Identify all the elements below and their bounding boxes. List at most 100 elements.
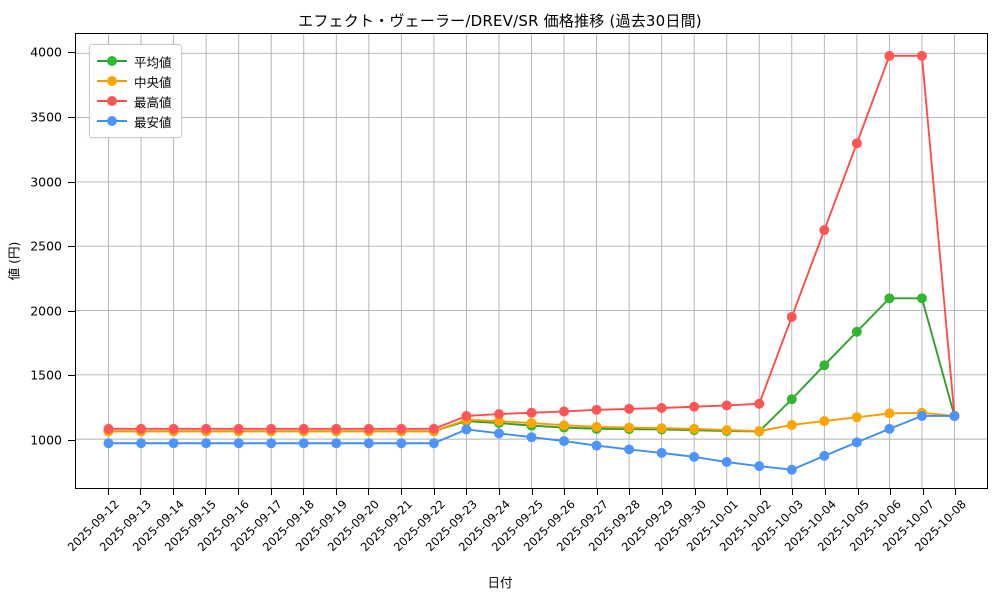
y-tick-mark [68, 310, 75, 312]
data-point-marker [233, 423, 244, 434]
data-point-marker [396, 438, 407, 449]
x-tick-mark [368, 489, 370, 495]
data-point-marker [201, 423, 212, 434]
x-tick-mark [238, 489, 240, 495]
data-point-marker [851, 138, 862, 149]
x-tick-mark [759, 489, 761, 495]
y-tick-mark [68, 375, 75, 377]
data-point-marker [786, 311, 797, 322]
legend-color-swatch [97, 94, 127, 108]
data-point-marker [201, 438, 212, 449]
y-tick-mark [68, 52, 75, 54]
x-tick-mark [531, 489, 533, 495]
data-point-marker [786, 394, 797, 405]
y-tick-mark [68, 181, 75, 183]
grid-lines [76, 34, 987, 488]
data-point-marker [559, 420, 570, 431]
data-point-marker [754, 398, 765, 409]
legend-color-swatch [97, 54, 127, 68]
x-tick-mark [824, 489, 826, 495]
data-point-marker [526, 418, 537, 429]
chart-title: エフェクト・ヴェーラー/DREV/SR 価格推移 (過去30日間) [298, 12, 702, 30]
data-point-marker [851, 326, 862, 337]
data-point-marker [689, 423, 700, 434]
data-point-marker [754, 461, 765, 472]
data-point-marker [819, 450, 830, 461]
data-point-marker [656, 447, 667, 458]
data-point-marker [103, 423, 114, 434]
data-point-marker [721, 400, 732, 411]
data-point-marker [331, 438, 342, 449]
data-point-marker [916, 50, 927, 61]
data-point-marker [721, 457, 732, 467]
data-point-marker [819, 416, 830, 427]
data-point-marker [624, 444, 635, 455]
data-point-marker [819, 360, 830, 371]
data-point-marker [591, 440, 602, 451]
data-point-marker [136, 438, 147, 449]
x-tick-mark [857, 489, 859, 495]
y-tick-label: 4000 [30, 44, 62, 60]
x-tick-mark [205, 489, 207, 495]
legend-color-swatch [97, 114, 127, 128]
data-point-marker [916, 293, 927, 304]
data-point-marker [786, 464, 797, 475]
data-point-marker [461, 410, 472, 421]
data-point-marker [559, 406, 570, 417]
legend-color-swatch [97, 74, 127, 88]
legend-label: 中央値 [134, 74, 172, 90]
data-point-marker [168, 438, 179, 449]
y-axis-tick-marks [68, 33, 76, 489]
data-point-marker [233, 438, 244, 449]
x-tick-mark [498, 489, 500, 495]
data-point-marker [331, 423, 342, 434]
data-point-marker [493, 409, 504, 420]
data-point-marker [136, 423, 147, 434]
y-tick-label: 1000 [30, 432, 62, 448]
y-axis-tick-labels: 1000 1500 2000 2500 3000 3500 4000 [0, 33, 62, 489]
data-point-marker [656, 403, 667, 413]
data-point-marker [168, 423, 179, 434]
data-point-marker [591, 421, 602, 432]
data-point-marker [689, 401, 700, 412]
x-tick-mark [303, 489, 305, 495]
data-point-marker [624, 422, 635, 433]
legend-item[interactable]: 最高値 [97, 91, 172, 111]
x-tick-mark [335, 489, 337, 495]
chart-legend[interactable]: 平均値中央値最高値最安値 [89, 44, 182, 138]
x-tick-mark [792, 489, 794, 495]
data-point-marker [428, 438, 439, 449]
x-tick-mark [107, 489, 109, 495]
data-point-marker [884, 408, 895, 419]
legend-label: 最安値 [134, 114, 172, 130]
x-tick-mark [172, 489, 174, 495]
legend-item[interactable]: 平均値 [97, 51, 172, 71]
x-axis-tick-marks [75, 489, 988, 497]
data-point-marker [266, 438, 277, 449]
data-point-marker [689, 451, 700, 462]
plot-area: 平均値中央値最高値最安値 [75, 33, 988, 489]
data-series-layer [103, 50, 960, 475]
data-point-marker [363, 438, 374, 449]
legend-item[interactable]: 中央値 [97, 71, 172, 91]
data-point-marker [103, 438, 114, 449]
x-tick-mark [564, 489, 566, 495]
legend-item[interactable]: 最安値 [97, 111, 172, 131]
data-point-marker [949, 410, 960, 421]
x-tick-mark [596, 489, 598, 495]
data-point-marker [363, 423, 374, 434]
data-point-marker [428, 423, 439, 434]
data-point-marker [298, 438, 309, 449]
data-point-marker [624, 403, 635, 414]
legend-label: 最高値 [134, 94, 172, 110]
data-point-marker [884, 423, 895, 434]
x-tick-mark [955, 489, 957, 495]
data-point-marker [721, 425, 732, 436]
y-tick-label: 2000 [30, 303, 62, 319]
legend-label: 平均値 [134, 54, 172, 70]
series-line [107, 54, 956, 430]
x-tick-mark [270, 489, 272, 495]
data-point-marker [396, 423, 407, 434]
y-tick-mark [68, 116, 75, 118]
